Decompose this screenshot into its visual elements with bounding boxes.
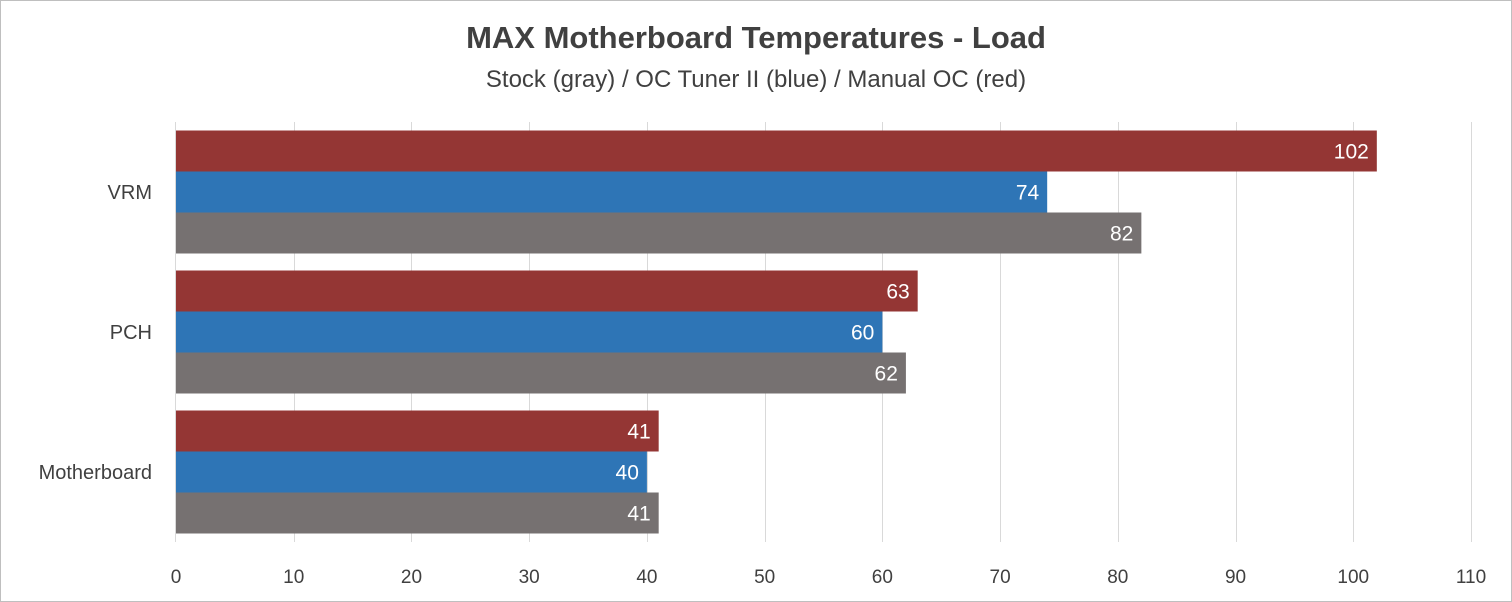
bar-vrm-series-2 [176, 212, 1142, 254]
x-tick-label: 50 [754, 567, 775, 588]
bar-value-label: 62 [875, 363, 898, 386]
bar-pch-series-2 [176, 352, 906, 394]
x-tick-label: 30 [519, 567, 540, 588]
bar-motherboard-series-2 [176, 492, 659, 534]
x-tick-label: 20 [401, 567, 422, 588]
chart-subtitle: Stock (gray) / OC Tuner II (blue) / Manu… [485, 66, 1027, 93]
bar-motherboard-series-0 [176, 410, 659, 452]
bar-value-label: 63 [886, 281, 909, 304]
category-label: PCH [110, 322, 152, 344]
bar-value-label: 82 [1110, 223, 1133, 246]
bar-value-label: 60 [851, 322, 874, 345]
bar-vrm-series-1 [176, 171, 1048, 213]
x-tick-label: 40 [636, 567, 657, 588]
x-tick-label: 80 [1107, 567, 1128, 588]
bar-pch-series-1 [176, 311, 883, 353]
category-label: Motherboard [39, 462, 152, 484]
bars [176, 130, 1377, 534]
x-tick-label: 110 [1456, 567, 1486, 588]
chart-title: MAX Motherboard Temperatures - Load [466, 20, 1046, 55]
x-tick-label: 100 [1337, 567, 1369, 588]
bar-motherboard-series-1 [176, 451, 647, 493]
labels: 0 10 20 30 40 50 60 70 80 90 100 1101027482VRM63606… [39, 141, 1487, 589]
x-tick-label: 70 [990, 567, 1011, 588]
x-tick-label: 10 [283, 567, 304, 588]
bar-vrm-series-0 [176, 130, 1377, 172]
bar-value-label: 41 [627, 421, 650, 444]
category-label: VRM [108, 182, 152, 204]
x-tick-label: 90 [1225, 567, 1246, 588]
bar-value-label: 74 [1016, 182, 1040, 205]
bar-value-label: 102 [1334, 141, 1369, 164]
bar-value-label: 41 [627, 503, 650, 526]
x-tick-label: 60 [872, 567, 893, 588]
bar-pch-series-0 [176, 270, 918, 312]
bar-value-label: 40 [616, 462, 639, 485]
x-tick-label: 0 [171, 567, 182, 588]
